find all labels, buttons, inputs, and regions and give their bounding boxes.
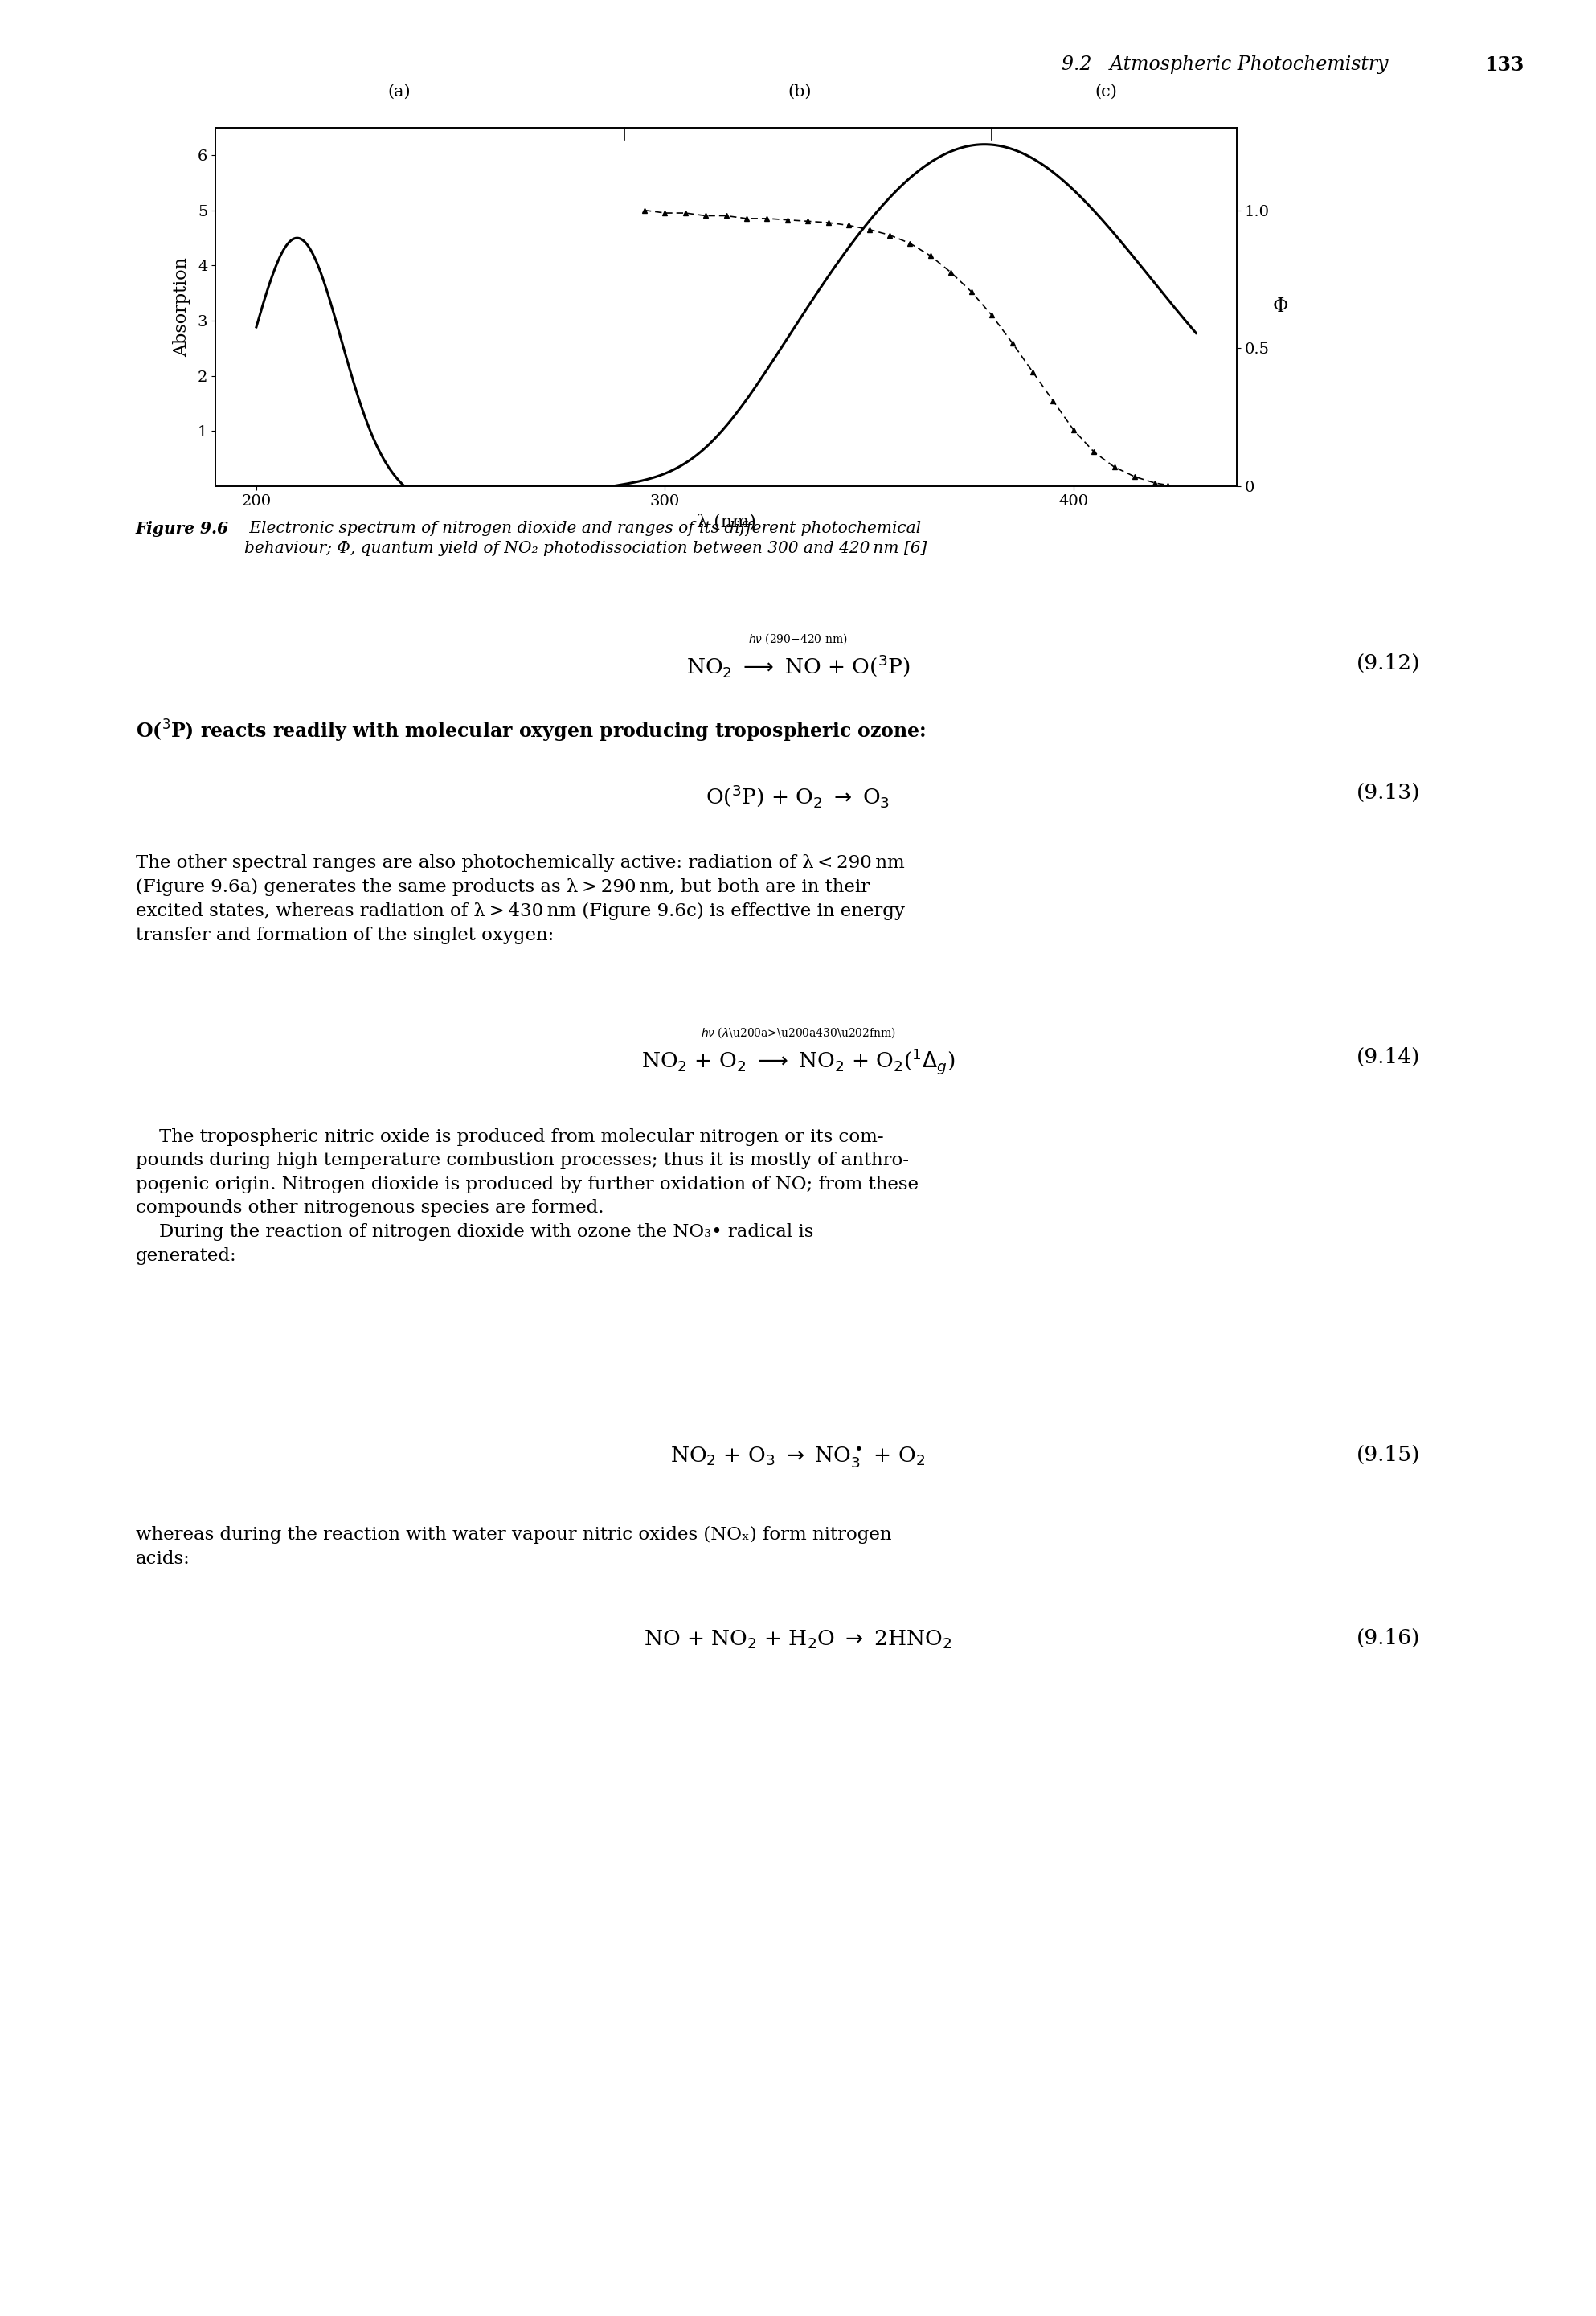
Text: NO$_2$ $\longrightarrow$ NO + O($^3$P): NO$_2$ $\longrightarrow$ NO + O($^3$P) [686, 653, 910, 679]
Text: (9.13): (9.13) [1357, 783, 1420, 804]
Text: O($^3$P) + O$_2$ $\rightarrow$ O$_3$: O($^3$P) + O$_2$ $\rightarrow$ O$_3$ [705, 783, 891, 808]
Text: Electronic spectrum of nitrogen dioxide and ranges of its different photochemica: Electronic spectrum of nitrogen dioxide … [244, 521, 927, 556]
Text: (a): (a) [388, 83, 410, 100]
Text: The other spectral ranges are also photochemically active: radiation of λ < 290 : The other spectral ranges are also photo… [136, 855, 905, 945]
Text: whereas during the reaction with water vapour nitric oxides (NOₓ) form nitrogen
: whereas during the reaction with water v… [136, 1526, 892, 1568]
Text: (c): (c) [1095, 83, 1117, 100]
Text: 133: 133 [1484, 56, 1524, 74]
Text: Figure 9.6: Figure 9.6 [136, 521, 228, 537]
Text: O($^3$P) reacts readily with molecular oxygen producing tropospheric ozone:: O($^3$P) reacts readily with molecular o… [136, 718, 926, 743]
Y-axis label: Absorption: Absorption [174, 257, 192, 357]
Text: (b): (b) [788, 83, 812, 100]
Text: $h\nu$ ($\lambda$\u200a>\u200a430\u202fnm): $h\nu$ ($\lambda$\u200a>\u200a430\u202fn… [701, 1026, 895, 1040]
Text: (9.14): (9.14) [1357, 1047, 1420, 1068]
X-axis label: λ (nm): λ (nm) [696, 514, 757, 530]
Text: NO$_2$ + O$_3$ $\rightarrow$ NO$_3^\bullet$ + O$_2$: NO$_2$ + O$_3$ $\rightarrow$ NO$_3^\bull… [670, 1445, 926, 1471]
Text: (9.12): (9.12) [1357, 653, 1420, 674]
Text: NO + NO$_2$ + H$_2$O $\rightarrow$ 2HNO$_2$: NO + NO$_2$ + H$_2$O $\rightarrow$ 2HNO$… [645, 1628, 951, 1651]
Text: The tropospheric nitric oxide is produced from molecular nitrogen or its com-
po: The tropospheric nitric oxide is produce… [136, 1128, 918, 1265]
Y-axis label: Φ: Φ [1274, 299, 1288, 315]
Text: NO$_2$ + O$_2$ $\longrightarrow$ NO$_2$ + O$_2$($^1\Delta_g$): NO$_2$ + O$_2$ $\longrightarrow$ NO$_2$ … [642, 1047, 954, 1077]
Text: (9.15): (9.15) [1357, 1445, 1420, 1466]
Text: (9.16): (9.16) [1357, 1628, 1420, 1649]
Text: $h\nu$ (290$-$420 nm): $h\nu$ (290$-$420 nm) [749, 632, 847, 646]
Text: 9.2   Atmospheric Photochemistry: 9.2 Atmospheric Photochemistry [1061, 56, 1389, 74]
